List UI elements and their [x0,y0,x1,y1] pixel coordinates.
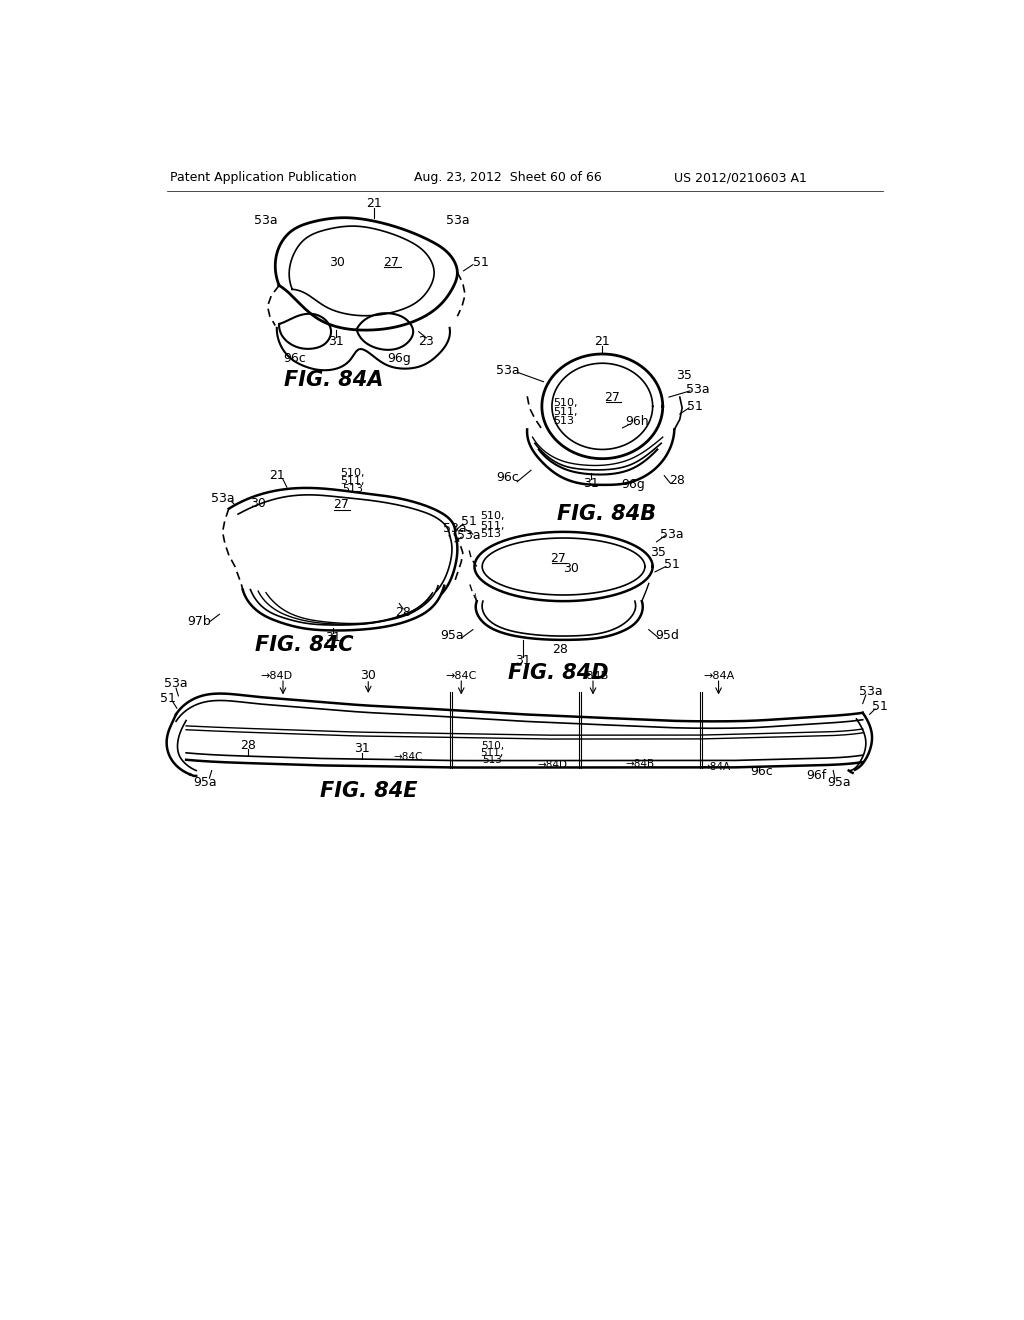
Text: 510,: 510, [341,467,365,478]
Text: 96g: 96g [387,352,411,366]
Text: 53a: 53a [445,214,469,227]
Text: 513: 513 [342,484,364,495]
Text: 510,: 510, [480,511,505,521]
Text: 51: 51 [461,515,477,528]
Text: 511,: 511, [553,408,578,417]
Text: 51: 51 [473,256,488,269]
Text: 510,: 510, [553,399,578,408]
Text: 53a: 53a [686,383,710,396]
Text: FIG. 84A: FIG. 84A [284,370,383,391]
Text: US 2012/0210603 A1: US 2012/0210603 A1 [674,172,807,185]
Text: 27: 27 [604,391,621,404]
Text: →84D: →84D [261,671,293,681]
Text: 96c: 96c [497,471,519,484]
Text: →84B: →84B [578,671,608,681]
Text: 53a: 53a [496,363,519,376]
Text: 28: 28 [241,739,256,751]
Text: 95a: 95a [194,776,217,788]
Text: 53a: 53a [660,528,684,541]
Text: 96c: 96c [284,352,306,366]
Text: 53a: 53a [859,685,883,698]
Text: 510,: 510, [480,741,504,751]
Text: 30: 30 [563,561,580,574]
Text: 95a: 95a [827,776,851,788]
Text: 21: 21 [594,335,610,348]
Text: 21: 21 [269,469,285,482]
Text: 31: 31 [584,477,599,490]
Text: FIG. 84B: FIG. 84B [557,504,656,524]
Text: 27: 27 [384,256,399,269]
Text: 53a: 53a [443,521,467,535]
Text: 511,: 511, [480,520,505,531]
Text: 51: 51 [687,400,703,413]
Text: →84A: →84A [700,762,730,772]
Text: 53a: 53a [164,677,187,690]
Text: 95d: 95d [655,630,679,643]
Text: 96h: 96h [626,416,649,428]
Text: 30: 30 [360,669,376,682]
Text: →84C: →84C [445,671,477,681]
Text: 28: 28 [553,643,568,656]
Text: 513: 513 [553,416,573,426]
Text: 97b: 97b [187,615,211,628]
Text: 513: 513 [482,755,502,764]
Text: →84D: →84D [538,760,567,770]
Text: 513: 513 [480,529,502,539]
Text: 31: 31 [354,742,370,755]
Text: 53a: 53a [457,529,481,543]
Text: 35: 35 [650,546,666,560]
Text: 51: 51 [161,693,176,705]
Text: 511,: 511, [341,477,365,486]
Text: Patent Application Publication: Patent Application Publication [170,172,357,185]
Text: 23: 23 [419,335,434,348]
Text: Aug. 23, 2012  Sheet 60 of 66: Aug. 23, 2012 Sheet 60 of 66 [414,172,602,185]
Text: 53a: 53a [254,214,278,227]
Text: 51: 51 [871,700,888,713]
Text: →84B: →84B [625,759,654,768]
Text: FIG. 84E: FIG. 84E [319,781,417,801]
Text: 31: 31 [326,631,341,644]
Text: 96f: 96f [806,770,826,783]
Text: 35: 35 [677,370,692,381]
Text: 96c: 96c [751,764,773,777]
Text: FIG. 84C: FIG. 84C [255,635,354,655]
Text: 95a: 95a [440,630,464,643]
Text: 28: 28 [395,606,411,619]
Text: 21: 21 [367,197,382,210]
Text: 31: 31 [515,653,531,667]
Text: 96g: 96g [622,478,645,491]
Text: 27: 27 [333,499,349,511]
Text: 30: 30 [330,256,345,269]
Text: →84C: →84C [394,752,423,763]
Text: 30: 30 [250,496,266,510]
Text: 51: 51 [665,558,680,572]
Text: →84A: →84A [702,671,734,681]
Text: 53a: 53a [211,492,234,506]
Text: 27: 27 [550,552,566,565]
Text: 31: 31 [328,335,344,348]
Text: 511,: 511, [480,748,504,758]
Text: 28: 28 [669,474,685,487]
Text: FIG. 84D: FIG. 84D [508,663,608,682]
